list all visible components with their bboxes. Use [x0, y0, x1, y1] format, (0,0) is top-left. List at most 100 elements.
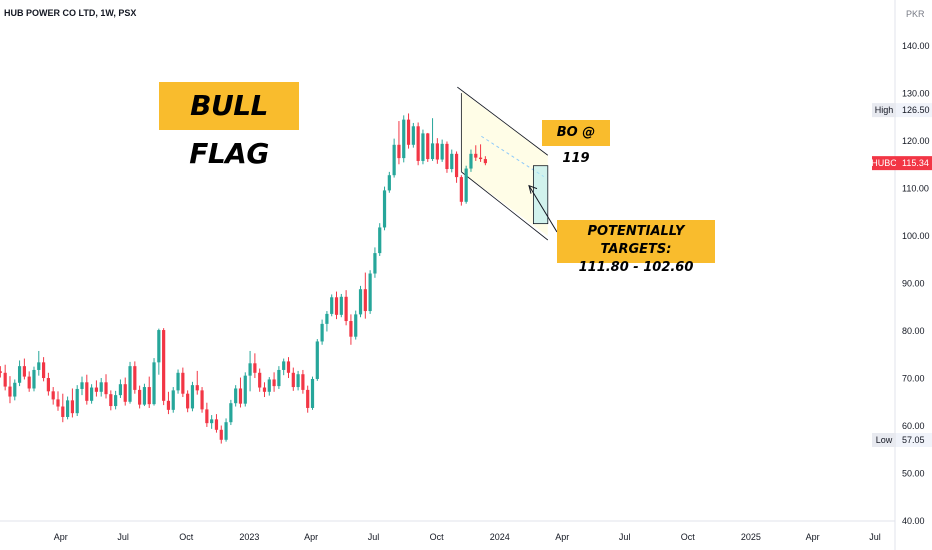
price-tick-label: 90.00: [902, 279, 925, 289]
candle-body: [128, 366, 132, 402]
candle-body: [138, 389, 142, 405]
candle-body: [286, 361, 291, 373]
candle-body: [459, 177, 463, 202]
candle-body: [411, 126, 415, 145]
price-tick-label: 50.00: [902, 469, 925, 479]
flag-lower-line: [461, 171, 549, 241]
candle-body: [363, 289, 367, 312]
candle-body: [426, 133, 430, 160]
candle-body: [430, 143, 435, 160]
price-axis[interactable]: 40.00 50.00 60.00 70.00 80.00 90.00 100.00 110.…: [902, 41, 930, 526]
candle-body: [243, 375, 247, 404]
bull-flag-note: BULL FLAG: [159, 82, 299, 170]
candle-body: [166, 400, 171, 410]
candle-body: [358, 289, 363, 315]
candle-body: [219, 429, 223, 440]
candle-body: [440, 143, 444, 160]
candle-body: [330, 297, 334, 314]
last-price-badge-label: HUBC: [871, 158, 897, 168]
low-badge-label-bg: [872, 433, 896, 448]
time-tick-label: Jul: [619, 532, 631, 542]
candle-body: [224, 422, 228, 440]
flag-channel-fill: [461, 91, 548, 236]
candle-body: [186, 393, 190, 409]
time-tick-label: Oct: [681, 532, 696, 542]
candle-body: [80, 382, 84, 389]
breakout-note: BO @ 119: [542, 120, 610, 166]
candle-body: [104, 382, 108, 395]
candle-body: [147, 387, 151, 405]
target-arrow-head: [528, 184, 538, 194]
candle-body: [469, 153, 473, 169]
target-arrow: [528, 185, 558, 233]
flag-upper-line: [457, 86, 549, 156]
candle-body: [152, 362, 156, 405]
price-tick-label: 100.00: [902, 231, 930, 241]
candle-body: [267, 379, 271, 392]
high-badge-label: High: [875, 105, 894, 115]
time-tick-label: Apr: [555, 532, 569, 542]
candle-body: [277, 369, 281, 387]
candle-body: [306, 389, 310, 408]
candle-body: [0, 371, 2, 373]
candle-body: [32, 369, 36, 389]
candle-body: [109, 394, 113, 407]
candle-body: [454, 153, 459, 178]
candle-body: [402, 119, 406, 159]
candle-body: [214, 419, 219, 430]
candle-body: [41, 362, 46, 379]
low-badge-value: 57.05: [902, 435, 925, 445]
candle-body: [397, 144, 401, 159]
candle-body: [229, 403, 233, 423]
candle-body: [445, 143, 449, 170]
candle-body: [123, 384, 127, 402]
high-badge-value: 126.50: [902, 105, 930, 115]
high-badge-value-bg: [896, 103, 932, 118]
candle-body: [344, 296, 348, 322]
candle-body: [27, 376, 31, 389]
candle-body: [190, 385, 195, 409]
candle-body: [17, 366, 22, 383]
candle-body: [315, 341, 319, 379]
targets-line-2: 111.80 - 102.60: [578, 260, 694, 275]
candle-body: [195, 385, 199, 391]
low-badge-label: Low: [876, 435, 893, 445]
currency-label[interactable]: PKR: [906, 9, 925, 19]
candle-body: [382, 190, 387, 228]
candle-body: [325, 313, 329, 324]
targets-line-1: POTENTIALLY TARGETS:: [587, 224, 685, 257]
candle-body: [373, 253, 377, 274]
time-tick-label: Oct: [179, 532, 194, 542]
candle-body: [339, 296, 343, 315]
target-box: [532, 165, 549, 225]
candle-body: [416, 126, 420, 161]
time-axis[interactable]: Apr Jul Oct 2023 Apr Jul Oct 2024 Apr Jul Oct 2025 A…: [54, 532, 881, 542]
candle-body: [291, 372, 295, 388]
candle-body: [310, 378, 315, 408]
time-tick-label: Apr: [806, 532, 820, 542]
candle-body: [8, 386, 12, 397]
high-badge-label-bg: [872, 103, 896, 118]
price-tick-label: 60.00: [902, 421, 925, 431]
price-tick-label: 110.00: [902, 184, 929, 194]
last-price-badge-value-bg: [896, 156, 932, 171]
price-tick-label: 70.00: [902, 374, 925, 384]
candle-body: [205, 409, 209, 424]
candle-body: [157, 330, 161, 363]
candle-body: [181, 372, 185, 394]
candle-body: [334, 297, 339, 315]
last-price-badge-value: 115.34: [902, 158, 929, 168]
candle-body: [61, 406, 65, 417]
candle-body: [37, 362, 41, 370]
candle-body: [320, 323, 324, 342]
candle-body: [354, 314, 358, 337]
time-tick-label: Apr: [54, 532, 68, 542]
time-tick-label: Jul: [368, 532, 380, 542]
time-tick-label: Apr: [304, 532, 318, 542]
symbol-title: HUB POWER CO LTD, 1W, PSX: [4, 8, 137, 18]
candle-body: [262, 387, 267, 392]
candle-body: [406, 119, 411, 145]
candle-body: [200, 390, 204, 410]
candle-body: [51, 391, 55, 400]
